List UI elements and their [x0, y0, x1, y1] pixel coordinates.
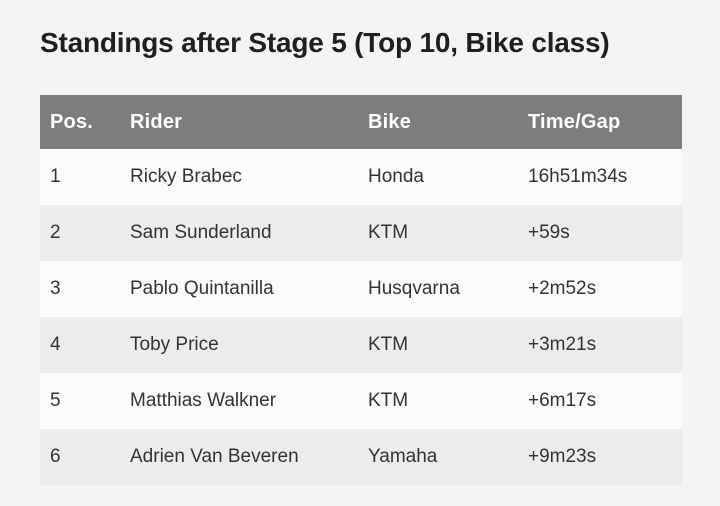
column-header-rider: Rider [120, 95, 358, 149]
cell-pos: 3 [40, 261, 120, 317]
cell-bike: Yamaha [358, 429, 518, 485]
column-header-bike: Bike [358, 95, 518, 149]
cell-pos: 4 [40, 317, 120, 373]
cell-bike: Husqvarna [358, 261, 518, 317]
column-header-pos: Pos. [40, 95, 120, 149]
cell-pos: 5 [40, 373, 120, 429]
cell-time: +3m21s [518, 317, 682, 373]
standings-table: Pos. Rider Bike Time/Gap 1 Ricky Brabec … [40, 95, 682, 485]
cell-bike: KTM [358, 205, 518, 261]
table-row: 2 Sam Sunderland KTM +59s [40, 205, 682, 261]
table-row: 1 Ricky Brabec Honda 16h51m34s [40, 149, 682, 205]
cell-time: +9m23s [518, 429, 682, 485]
header-row: Pos. Rider Bike Time/Gap [40, 95, 682, 149]
cell-rider: Ricky Brabec [120, 149, 358, 205]
table-row: 5 Matthias Walkner KTM +6m17s [40, 373, 682, 429]
cell-rider: Pablo Quintanilla [120, 261, 358, 317]
cell-pos: 2 [40, 205, 120, 261]
page-title: Standings after Stage 5 (Top 10, Bike cl… [40, 27, 610, 58]
standings-table-header: Pos. Rider Bike Time/Gap [40, 95, 682, 149]
cell-rider: Sam Sunderland [120, 205, 358, 261]
cell-bike: KTM [358, 317, 518, 373]
cell-rider: Adrien Van Beveren [120, 429, 358, 485]
cell-time: +6m17s [518, 373, 682, 429]
cell-rider: Matthias Walkner [120, 373, 358, 429]
table-row-clipped: 6 Adrien Van Beveren Yamaha +9m23s [40, 429, 682, 485]
cell-time: 16h51m34s [518, 149, 682, 205]
cell-time: +2m52s [518, 261, 682, 317]
table-row: 4 Toby Price KTM +3m21s [40, 317, 682, 373]
cell-bike: KTM [358, 373, 518, 429]
cell-bike: Honda [358, 149, 518, 205]
cell-pos: 6 [40, 429, 120, 485]
cell-pos: 1 [40, 149, 120, 205]
table-row: 3 Pablo Quintanilla Husqvarna +2m52s [40, 261, 682, 317]
cell-rider: Toby Price [120, 317, 358, 373]
column-header-time: Time/Gap [518, 95, 682, 149]
cell-time: +59s [518, 205, 682, 261]
standings-table-body: 1 Ricky Brabec Honda 16h51m34s 2 Sam Sun… [40, 149, 682, 485]
